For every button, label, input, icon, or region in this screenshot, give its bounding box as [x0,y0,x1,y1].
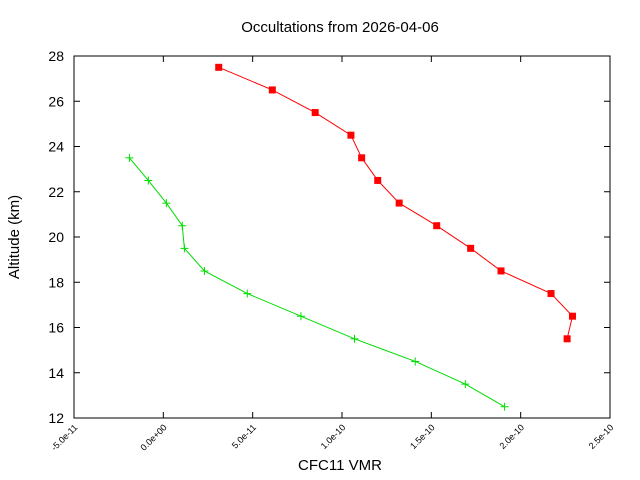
data-point [500,402,509,411]
data-point [180,244,189,253]
data-point [350,334,359,343]
x-tick-label: 5.0e-11 [230,422,258,450]
data-point [215,63,223,71]
series-line-1 [129,157,505,408]
data-point [547,290,555,298]
data-point [200,266,209,275]
data-point [358,154,366,162]
series-line-0 [218,66,574,339]
y-tick-label: 24 [48,139,64,155]
x-axis-label: CFC11 VMR [298,457,382,474]
data-point [144,176,153,185]
data-point [467,244,475,252]
data-point [243,289,252,298]
y-tick-label: 16 [48,320,64,336]
x-tick-label: -5.0e-11 [49,422,79,452]
data-point [395,199,403,207]
data-point [461,380,470,389]
y-tick-label: 18 [48,274,64,290]
x-tick-label: 1.5e-10 [408,422,437,451]
data-point [311,109,319,117]
data-point [497,267,505,275]
x-tick-label: 0.0e+00 [138,422,168,452]
data-point [296,312,305,321]
plot-frame [73,55,611,419]
data-point [411,357,420,366]
data-point [347,131,355,139]
data-point [433,222,441,230]
data-point [178,221,187,230]
data-point [125,153,134,162]
y-tick-label: 14 [48,365,64,381]
y-axis-label: Altitude (km) [6,195,23,279]
x-tick-label: 2.5e-10 [587,422,616,451]
data-point [374,176,382,184]
x-tick-label: 1.0e-10 [319,422,348,451]
chart-title: Occultations from 2026-04-06 [241,19,439,36]
x-tick-label: 2.0e-10 [497,422,526,451]
y-tick-label: 26 [48,93,64,109]
y-tick-label: 28 [48,48,64,64]
data-point [568,312,576,320]
y-tick-label: 20 [48,229,64,245]
y-tick-label: 12 [48,410,64,426]
y-tick-label: 22 [48,184,64,200]
data-point [268,86,276,94]
data-point [162,199,171,208]
data-point [563,335,571,343]
